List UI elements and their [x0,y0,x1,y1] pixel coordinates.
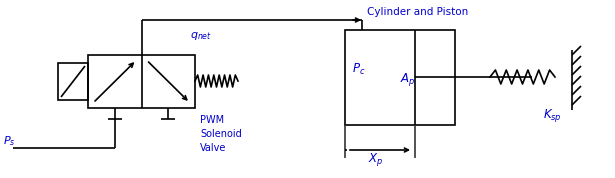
Bar [58,63,88,100]
Bar [345,30,455,125]
Bar [88,55,195,108]
Text: $X_p$: $X_p$ [368,151,383,168]
Text: $P_c$: $P_c$ [352,62,365,77]
Text: $q_{net}$: $q_{net}$ [190,30,212,42]
Text: $A_p$: $A_p$ [400,71,416,88]
Text: PWM
Solenoid
Valve: PWM Solenoid Valve [200,115,242,153]
Text: $K_{sp}$: $K_{sp}$ [543,107,562,124]
Text: $P_s$: $P_s$ [3,134,15,148]
Text: Cylinder and Piston: Cylinder and Piston [367,7,468,17]
